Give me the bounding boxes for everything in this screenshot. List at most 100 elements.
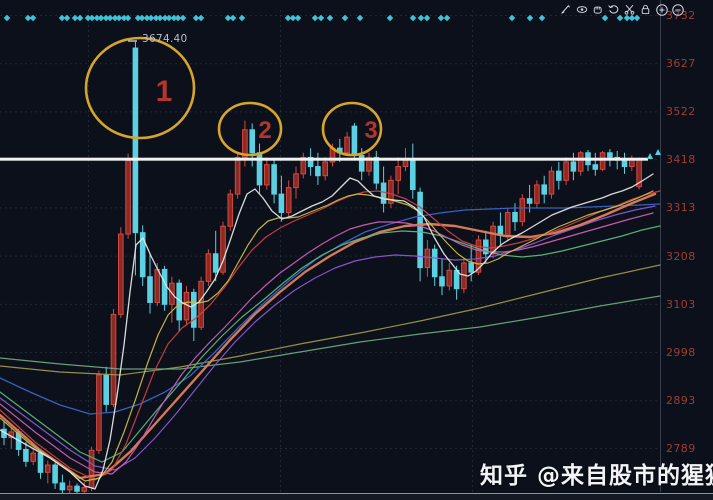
- candle-body: [439, 276, 445, 287]
- candle: [118, 227, 124, 319]
- signal-marker: [229, 14, 237, 22]
- candle-body: [570, 161, 577, 172]
- candle: [592, 152, 599, 176]
- candle-body: [110, 313, 117, 405]
- candle-body: [66, 485, 73, 491]
- candle-body: [556, 170, 562, 181]
- candle: [388, 175, 394, 208]
- candle: [424, 240, 431, 277]
- signal-marker: [24, 14, 32, 22]
- candle-body: [599, 152, 606, 170]
- candle-body: [366, 156, 372, 172]
- candle-body: [191, 291, 197, 328]
- candle-body: [198, 280, 204, 328]
- candle: [570, 152, 577, 181]
- candle-body: [592, 164, 599, 170]
- candle: [96, 370, 102, 454]
- candle: [220, 221, 226, 275]
- hand-icon[interactable]: [590, 2, 605, 17]
- candle-body: [351, 125, 358, 157]
- lock-icon[interactable]: [638, 2, 653, 17]
- candle: [139, 225, 146, 286]
- signal-marker: [134, 14, 142, 22]
- eye-icon[interactable]: [574, 2, 589, 17]
- candle-body: [541, 184, 548, 195]
- candle-body: [227, 193, 234, 227]
- annotation-number-1: 1: [156, 75, 173, 108]
- candle: [534, 180, 540, 208]
- scissors-icon[interactable]: [622, 2, 637, 17]
- candle: [191, 288, 197, 342]
- candle: [212, 230, 219, 282]
- candle: [205, 249, 212, 286]
- candle-body: [468, 262, 474, 273]
- candle-body: [358, 155, 365, 172]
- candle: [439, 258, 445, 296]
- candle-body: [475, 239, 482, 273]
- zoom-in-icon[interactable]: [654, 2, 669, 17]
- annotation-circle-1: [84, 36, 196, 140]
- candle-body: [271, 164, 277, 195]
- candle: [599, 150, 606, 172]
- signal-marker: [170, 14, 178, 22]
- candle: [395, 157, 401, 195]
- ma-white: [0, 173, 654, 490]
- candle: [161, 265, 168, 311]
- candle-body: [453, 269, 460, 290]
- candle-body: [118, 233, 124, 315]
- candle: [636, 157, 642, 190]
- ma-orange-thick: [0, 192, 657, 480]
- candle-body: [307, 156, 314, 168]
- annotation-circle-2: [217, 101, 283, 157]
- candle-body: [205, 253, 212, 282]
- candle-body: [504, 211, 511, 236]
- candle: [52, 462, 58, 489]
- signal-marker: [197, 14, 205, 22]
- candle-body: [322, 161, 328, 177]
- price-arrow-icon: [647, 153, 653, 159]
- candle-body: [300, 156, 307, 175]
- candle-body: [621, 159, 628, 168]
- candle: [300, 152, 307, 179]
- candle-body: [139, 232, 146, 278]
- zoom-out-icon[interactable]: [670, 2, 685, 17]
- signal-marker: [174, 14, 182, 22]
- candle-body: [519, 198, 526, 223]
- candle: [468, 244, 474, 282]
- pen-icon[interactable]: [558, 2, 573, 17]
- signal-marker: [147, 14, 155, 22]
- candle-body: [285, 187, 292, 213]
- candle-body: [431, 248, 438, 278]
- candle: [556, 161, 562, 190]
- candle-body: [490, 225, 496, 255]
- signal-marker: [161, 14, 169, 22]
- candle: [23, 442, 29, 467]
- annotation-number-2: 2: [258, 117, 271, 144]
- candle-body: [548, 170, 555, 195]
- candle: [373, 150, 380, 190]
- signal-marker: [238, 14, 246, 22]
- price-arrow-icon: [655, 149, 661, 155]
- resistance-line[interactable]: [0, 157, 648, 161]
- signal-markers-layer: [3, 14, 641, 22]
- candle-body: [293, 173, 299, 189]
- candle: [307, 148, 314, 176]
- candle: [285, 180, 292, 218]
- signal-marker: [224, 14, 232, 22]
- signal-marker: [179, 14, 187, 22]
- candle-body: [607, 152, 613, 158]
- drawing-toolbar: [558, 2, 685, 17]
- candle: [147, 253, 153, 314]
- candle: [322, 157, 328, 181]
- candle-body: [512, 211, 518, 223]
- candle: [366, 152, 372, 176]
- candle-body: [220, 225, 226, 273]
- candle: [548, 166, 555, 199]
- candle: [541, 175, 548, 204]
- candle: [344, 132, 350, 156]
- undo-icon[interactable]: [606, 2, 621, 17]
- candle: [278, 175, 285, 222]
- candle-body: [103, 374, 110, 405]
